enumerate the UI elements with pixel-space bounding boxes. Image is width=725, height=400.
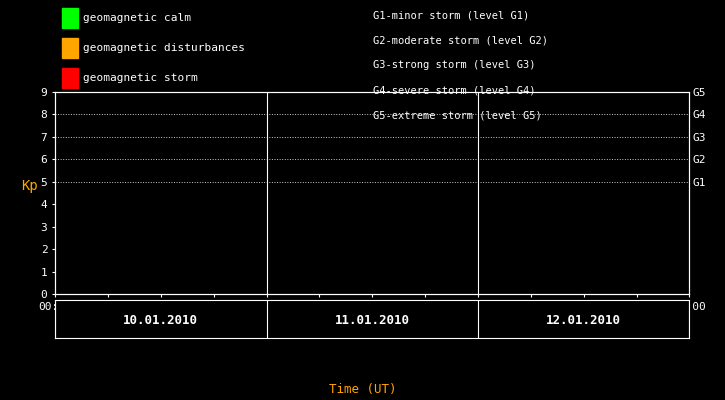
Text: geomagnetic calm: geomagnetic calm: [83, 13, 191, 23]
Text: G3-strong storm (level G3): G3-strong storm (level G3): [373, 60, 536, 70]
Text: geomagnetic disturbances: geomagnetic disturbances: [83, 43, 245, 53]
Text: G1-minor storm (level G1): G1-minor storm (level G1): [373, 10, 530, 20]
Text: G4-severe storm (level G4): G4-severe storm (level G4): [373, 86, 536, 96]
Text: Time (UT): Time (UT): [328, 383, 397, 396]
Text: geomagnetic storm: geomagnetic storm: [83, 73, 198, 83]
Text: G5-extreme storm (level G5): G5-extreme storm (level G5): [373, 111, 542, 121]
Text: G2-moderate storm (level G2): G2-moderate storm (level G2): [373, 35, 548, 45]
Y-axis label: Kp: Kp: [21, 179, 38, 193]
Text: 11.01.2010: 11.01.2010: [335, 314, 410, 327]
Text: 10.01.2010: 10.01.2010: [123, 314, 199, 327]
Text: 12.01.2010: 12.01.2010: [546, 314, 621, 327]
